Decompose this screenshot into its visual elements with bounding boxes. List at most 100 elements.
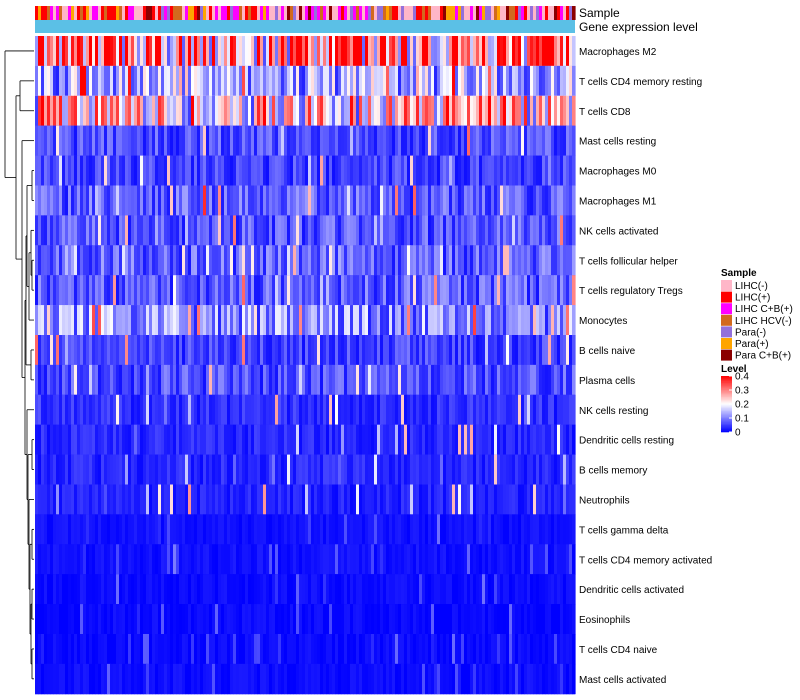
heatmap-cell <box>503 394 507 426</box>
heatmap-cell <box>275 514 279 545</box>
heatmap-cell <box>314 335 318 366</box>
heatmap-cell <box>335 95 339 127</box>
heatmap-cell <box>311 335 315 366</box>
heatmap-cell <box>263 275 267 306</box>
heatmap-cell <box>140 424 144 455</box>
heatmap-cell <box>128 36 132 67</box>
heatmap-cell <box>518 95 522 127</box>
heatmap-cell <box>188 394 192 426</box>
heatmap-cell <box>464 275 468 306</box>
sample-legend-label: LIHC HCV(-) <box>735 316 792 327</box>
heatmap-cell <box>449 424 453 455</box>
heatmap-cell <box>407 544 411 575</box>
heatmap-cell <box>341 215 345 246</box>
heatmap-cell <box>80 544 84 575</box>
heatmap-cell <box>371 484 375 515</box>
heatmap-cell <box>452 305 456 336</box>
heatmap-cell <box>68 364 72 396</box>
heatmap-cell <box>389 604 393 635</box>
heatmap-cell <box>119 663 123 695</box>
heatmap-cell <box>155 454 159 485</box>
heatmap-cell <box>338 245 342 276</box>
heatmap-cell <box>161 36 165 67</box>
heatmap-cell <box>542 604 546 635</box>
heatmap-cell <box>179 305 183 336</box>
heatmap-cell <box>161 604 165 635</box>
heatmap-cell <box>425 574 429 605</box>
heatmap-cell <box>296 663 300 695</box>
heatmap-cell <box>176 604 180 635</box>
heatmap-cell <box>212 185 216 216</box>
heatmap-cell <box>206 36 210 67</box>
heatmap-cell <box>206 125 210 156</box>
heatmap-cell <box>569 65 573 97</box>
heatmap-cell <box>260 65 264 97</box>
heatmap-cell <box>182 604 186 635</box>
level-colorbar-segment <box>721 422 732 424</box>
heatmap-cell <box>38 185 42 216</box>
heatmap-cell <box>455 424 459 455</box>
heatmap-cell <box>500 544 504 575</box>
heatmap-cell <box>560 484 564 515</box>
heatmap-cell <box>392 36 396 67</box>
heatmap-cell <box>338 275 342 306</box>
heatmap-cell <box>164 394 168 426</box>
heatmap-cell <box>260 394 264 426</box>
level-colorbar-segment <box>721 419 732 422</box>
heatmap-cell <box>164 454 168 485</box>
heatmap-cell <box>431 454 435 485</box>
heatmap-cell <box>77 245 81 276</box>
heatmap-cell <box>527 484 531 515</box>
heatmap-cell <box>326 125 330 156</box>
heatmap-cell <box>461 36 465 67</box>
level-colorbar-segment <box>721 425 732 427</box>
heatmap-cell <box>326 514 330 545</box>
heatmap-cell <box>470 484 474 515</box>
heatmap-cell <box>536 364 540 396</box>
heatmap-cell <box>287 663 291 695</box>
heatmap-cell <box>437 215 441 246</box>
heatmap-cell <box>107 394 111 426</box>
heatmap-cell <box>431 335 435 366</box>
heatmap-cell <box>491 305 495 336</box>
heatmap-cell <box>149 305 153 336</box>
heatmap-cell <box>140 634 144 665</box>
sample-track-cell <box>74 6 78 20</box>
heatmap-cell <box>524 544 528 575</box>
heatmap-cell <box>413 544 417 575</box>
heatmap-cell <box>500 155 504 186</box>
heatmap-cell <box>338 514 342 545</box>
heatmap-cell <box>242 275 246 306</box>
heatmap-cell <box>143 634 147 665</box>
heatmap-cell <box>491 245 495 276</box>
heatmap-cell <box>188 125 192 156</box>
heatmap-cell <box>368 484 372 515</box>
heatmap-cell <box>122 364 126 396</box>
heatmap-cell <box>290 634 294 665</box>
heatmap-cell <box>431 544 435 575</box>
heatmap-cell <box>521 514 525 545</box>
heatmap-cell <box>386 215 390 246</box>
heatmap-cell <box>257 65 261 97</box>
heatmap-cell <box>392 544 396 575</box>
heatmap-cell <box>146 574 150 605</box>
heatmap-cell <box>338 95 342 127</box>
heatmap-cell <box>458 514 462 545</box>
heatmap-cell <box>104 544 108 575</box>
heatmap-cell <box>239 574 243 605</box>
heatmap-cell <box>389 305 393 336</box>
heatmap-cell <box>470 305 474 336</box>
heatmap-cell <box>458 454 462 485</box>
heatmap-cell <box>182 245 186 276</box>
heatmap-cell <box>44 215 48 246</box>
heatmap-cell <box>95 245 99 276</box>
heatmap-cell <box>416 424 420 455</box>
heatmap-cell <box>401 65 405 97</box>
heatmap-cell <box>263 95 267 127</box>
heatmap-cell <box>47 65 51 97</box>
heatmap-cell <box>461 65 465 97</box>
heatmap-cell <box>134 215 138 246</box>
heatmap-cell <box>86 544 90 575</box>
heatmap-cell <box>548 215 552 246</box>
heatmap-cell <box>221 364 225 396</box>
